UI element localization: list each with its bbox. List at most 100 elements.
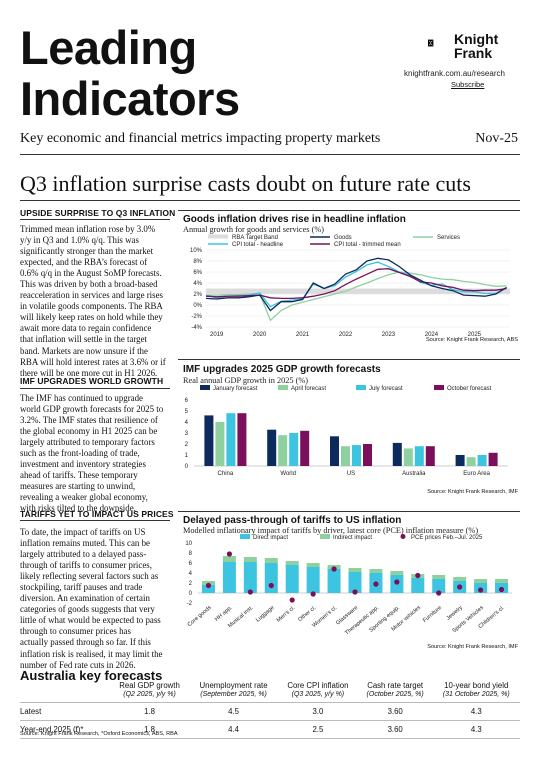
bar-direct <box>264 563 278 593</box>
chart3-title: Delayed pass-through of tariffs to US in… <box>183 515 402 526</box>
body-line: there will be one more cut in H1 2026. <box>20 367 158 378</box>
legend-label: January forecast <box>213 386 258 392</box>
table-cell: 1.8 <box>110 720 190 739</box>
y-tick-label: 4% <box>193 281 202 287</box>
x-tick-label: Men's cl. <box>276 605 297 624</box>
bar-indirect <box>306 563 320 567</box>
bar-indirect <box>222 556 236 562</box>
key-forecasts-title: Australia key forecasts <box>20 668 163 683</box>
bar-direct <box>348 572 362 593</box>
x-tick-label: 2020 <box>253 332 267 336</box>
page-title: Leading Indicators <box>20 22 240 124</box>
bar-direct <box>201 585 215 593</box>
y-tick-label: -4% <box>191 325 202 331</box>
chart2-imf-gdp: January forecast April forecast July forec… <box>185 385 508 477</box>
body-line: expected, and the RBA’s forecast of <box>20 257 148 268</box>
bar-direct <box>243 562 257 593</box>
goods-line <box>205 257 507 312</box>
bar-direct <box>306 567 320 593</box>
legend-label: October forecast <box>447 386 492 392</box>
body-line: RBA will hold interest rates at 3.6% or … <box>20 356 166 367</box>
table-cell: 3.0 <box>277 702 358 721</box>
knight-frank-logo <box>428 39 434 47</box>
pce-marker <box>352 589 358 595</box>
website-url[interactable]: knightfrank.com.au/research <box>404 69 505 78</box>
divider <box>20 219 170 220</box>
headline: Q3 inflation surprise casts doubt on fut… <box>20 171 471 196</box>
section-heading-inflation: UPSIDE SURPRISE TO Q3 INFLATION <box>20 208 176 218</box>
pce-marker <box>205 582 212 589</box>
legend-label: April forecast <box>291 386 326 392</box>
bar <box>455 455 465 466</box>
body-line: The IMF has continued to upgrade <box>20 393 143 403</box>
pce-marker <box>436 590 442 596</box>
row-label: Year-end 2025 (f)* <box>20 720 110 739</box>
chart1-title: Goods inflation drives rise in headline … <box>183 214 406 225</box>
x-tick-label: Core goods <box>187 605 213 628</box>
section-body-imf: The IMF has continued to upgrade world GD… <box>20 393 175 515</box>
bar-direct <box>432 579 446 593</box>
x-tick-label: Luggage <box>255 605 276 624</box>
body-line: diversion. An examination of certain <box>20 593 150 604</box>
x-tick-label: 2023 <box>382 332 396 336</box>
legend-label: Indirect impact <box>333 535 372 541</box>
x-tick-label: Euro Area <box>463 471 490 477</box>
y-tick-label: 6 <box>185 398 189 404</box>
bar <box>466 457 476 466</box>
body-line: band. Markets are now unsure if the <box>20 345 148 356</box>
table-row: Latest 1.8 4.5 3.0 3.60 4.3 <box>20 702 520 721</box>
bar <box>488 452 498 466</box>
body-line: Trimmed mean inflation rose by 3.0% <box>20 224 156 234</box>
bar <box>300 430 310 466</box>
bar-indirect <box>348 568 362 572</box>
x-tick-label: 2022 <box>339 332 353 336</box>
legend-swatch <box>240 534 250 539</box>
y-tick-label: 2 <box>189 581 193 587</box>
divider <box>178 210 520 211</box>
body-line: 0.6% q/q in the August SoMP forecasts. <box>20 268 162 279</box>
x-tick-label: US <box>347 471 355 477</box>
table-row: Year-end 2025 (f)* 1.8 4.4 2.5 3.60 4.3 <box>20 720 520 739</box>
body-line: This was driven by both a broad-based <box>20 279 158 290</box>
legend-swatch <box>200 385 210 390</box>
bar <box>392 442 402 466</box>
legend-swatch <box>320 534 330 539</box>
body-line: largely attributed to temporary factors <box>20 437 155 448</box>
divider <box>20 154 520 155</box>
table-cell: 4.4 <box>189 720 278 739</box>
body-line: actually passed through so far. If this <box>20 637 151 648</box>
bar-indirect <box>495 579 509 583</box>
bar <box>341 446 350 466</box>
body-line: ahead of tariffs. These temporary <box>20 470 138 481</box>
bar-indirect <box>285 561 299 565</box>
x-tick-label: 2021 <box>296 332 310 336</box>
body-line: inflation remains muted. This can be <box>20 538 150 549</box>
column-header: Real GDP growth (Q2 2025, y/y %) <box>119 681 180 698</box>
subscribe-link[interactable]: Subscribe <box>451 80 485 89</box>
legend-swatch <box>356 385 366 390</box>
chart1-goods-inflation: RBA Target Band Goods Services CPI total - … <box>190 234 510 336</box>
pce-marker <box>498 586 505 593</box>
y-tick-label: -2% <box>191 314 202 320</box>
bar <box>414 446 424 466</box>
pce-marker <box>289 597 295 603</box>
x-tick-label: Jewelry <box>446 605 465 622</box>
pce-marker <box>415 572 421 579</box>
title-line-2: Indicators <box>20 72 240 125</box>
legend-label: July forecast <box>369 386 403 392</box>
body-line: await more data to regain confidence <box>20 323 152 334</box>
divider <box>20 388 170 389</box>
pce-marker <box>478 587 484 593</box>
legend-swatch <box>400 534 406 539</box>
body-line: such as the front-loading of trade, <box>20 448 140 459</box>
bar-direct <box>411 578 425 593</box>
y-tick-label: 6 <box>189 561 193 567</box>
body-line: that inflation will settle in the target <box>20 334 148 345</box>
body-line: in volatile goods components. The RBA <box>20 301 163 312</box>
body-line: investment and inventory strategies <box>20 459 146 470</box>
section-heading-tariffs: TARIFFS YET TO IMPACT US PRICES <box>20 509 174 519</box>
pce-marker <box>373 581 379 587</box>
bar-indirect <box>453 577 467 581</box>
chart1-source: Source: Knight Frank Research, ABS <box>425 337 518 343</box>
y-tick-label: 1 <box>185 453 189 459</box>
